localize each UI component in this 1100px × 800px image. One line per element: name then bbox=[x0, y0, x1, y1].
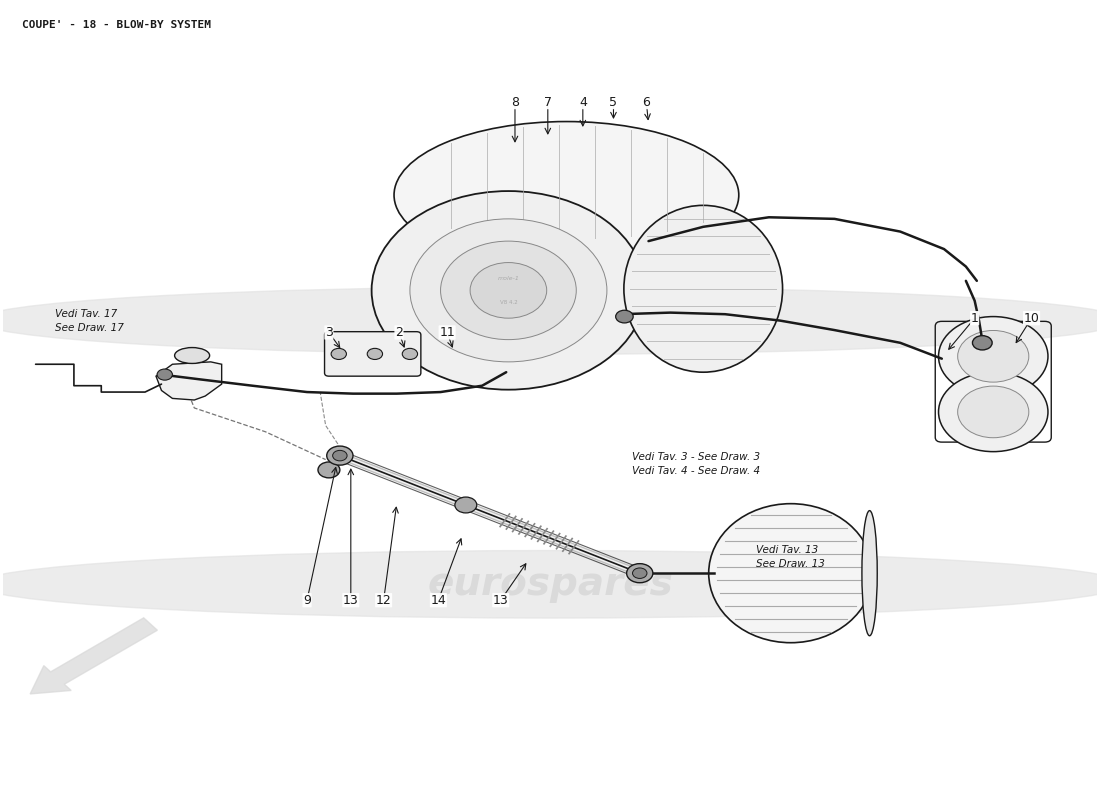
Circle shape bbox=[616, 310, 634, 323]
Circle shape bbox=[327, 446, 353, 465]
Text: 5: 5 bbox=[609, 95, 617, 109]
Circle shape bbox=[455, 497, 476, 513]
Ellipse shape bbox=[394, 122, 739, 269]
Text: Vedi Tav. 3 - See Draw. 3
Vedi Tav. 4 - See Draw. 4: Vedi Tav. 3 - See Draw. 3 Vedi Tav. 4 - … bbox=[632, 452, 760, 476]
Circle shape bbox=[470, 262, 547, 318]
Ellipse shape bbox=[175, 347, 210, 363]
Ellipse shape bbox=[624, 206, 782, 372]
Text: COUPE' - 18 - BLOW-BY SYSTEM: COUPE' - 18 - BLOW-BY SYSTEM bbox=[22, 20, 211, 30]
Circle shape bbox=[958, 386, 1028, 438]
Text: 9: 9 bbox=[304, 594, 311, 606]
Circle shape bbox=[332, 450, 348, 461]
Text: V8 4.2: V8 4.2 bbox=[499, 300, 517, 305]
Circle shape bbox=[372, 191, 646, 390]
Circle shape bbox=[441, 241, 576, 340]
Text: 2: 2 bbox=[395, 326, 403, 339]
Circle shape bbox=[972, 336, 992, 350]
Circle shape bbox=[629, 566, 651, 581]
FancyBboxPatch shape bbox=[324, 332, 421, 376]
Ellipse shape bbox=[0, 550, 1100, 618]
Text: 13: 13 bbox=[493, 594, 508, 606]
Text: 12: 12 bbox=[376, 594, 392, 606]
Circle shape bbox=[627, 564, 653, 582]
FancyArrow shape bbox=[30, 618, 157, 694]
Text: Vedi Tav. 13
See Draw. 13: Vedi Tav. 13 See Draw. 13 bbox=[756, 545, 825, 569]
Circle shape bbox=[403, 348, 418, 359]
Text: 13: 13 bbox=[343, 594, 359, 606]
Text: eurospares: eurospares bbox=[427, 302, 673, 339]
Circle shape bbox=[958, 330, 1028, 382]
Text: 1: 1 bbox=[970, 312, 979, 325]
Text: eurospares: eurospares bbox=[427, 566, 673, 603]
Text: 11: 11 bbox=[439, 326, 455, 339]
Text: 3: 3 bbox=[324, 326, 333, 339]
Circle shape bbox=[367, 348, 383, 359]
Ellipse shape bbox=[0, 286, 1100, 354]
Text: 14: 14 bbox=[430, 594, 447, 606]
Ellipse shape bbox=[862, 510, 877, 636]
Circle shape bbox=[318, 462, 340, 478]
Text: 8: 8 bbox=[512, 95, 519, 109]
Text: 7: 7 bbox=[543, 95, 552, 109]
Text: 4: 4 bbox=[579, 95, 586, 109]
Circle shape bbox=[938, 372, 1048, 452]
Ellipse shape bbox=[708, 504, 873, 642]
Circle shape bbox=[157, 369, 173, 380]
Text: 6: 6 bbox=[642, 95, 650, 109]
Text: mole-1: mole-1 bbox=[497, 276, 519, 281]
Text: 10: 10 bbox=[1024, 312, 1040, 325]
Polygon shape bbox=[156, 362, 222, 400]
Circle shape bbox=[632, 568, 647, 578]
Text: Vedi Tav. 17
See Draw. 17: Vedi Tav. 17 See Draw. 17 bbox=[55, 309, 124, 333]
Circle shape bbox=[410, 219, 607, 362]
Circle shape bbox=[938, 317, 1048, 396]
Circle shape bbox=[331, 348, 346, 359]
